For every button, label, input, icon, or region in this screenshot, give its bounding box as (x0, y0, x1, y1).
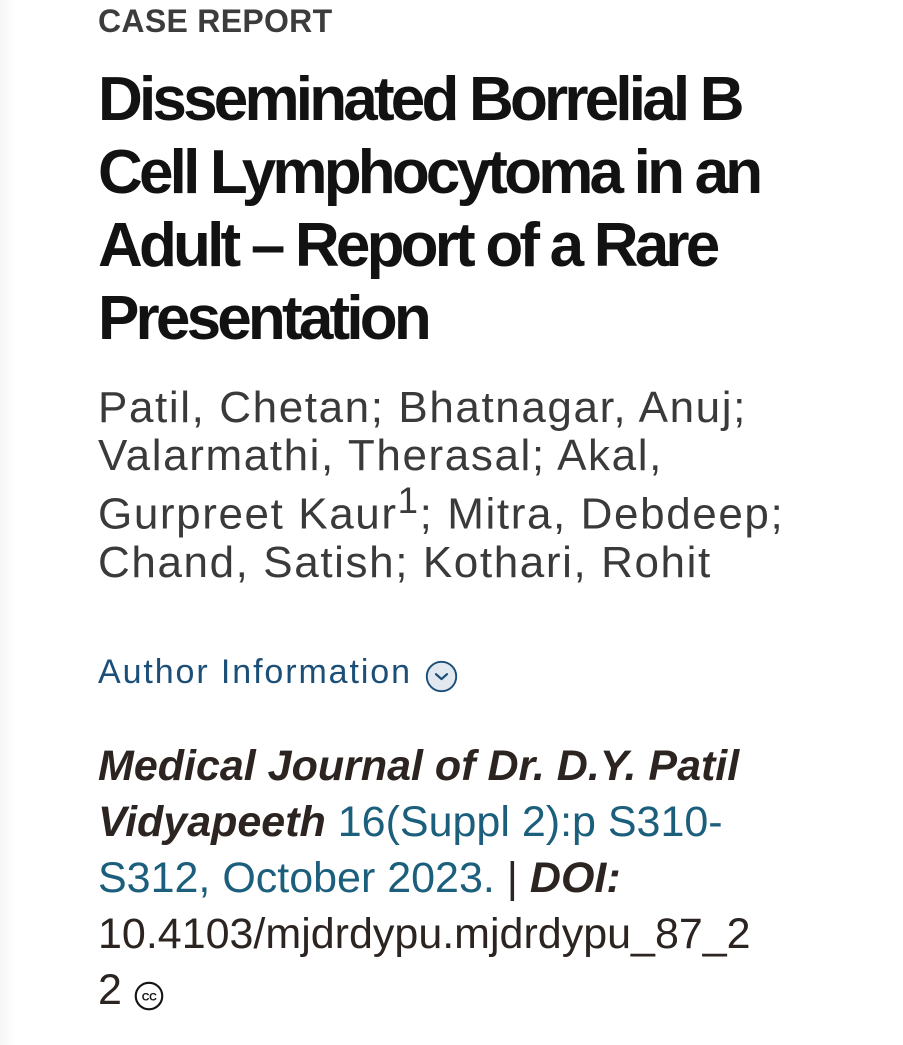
svg-text:CC: CC (142, 991, 157, 1003)
